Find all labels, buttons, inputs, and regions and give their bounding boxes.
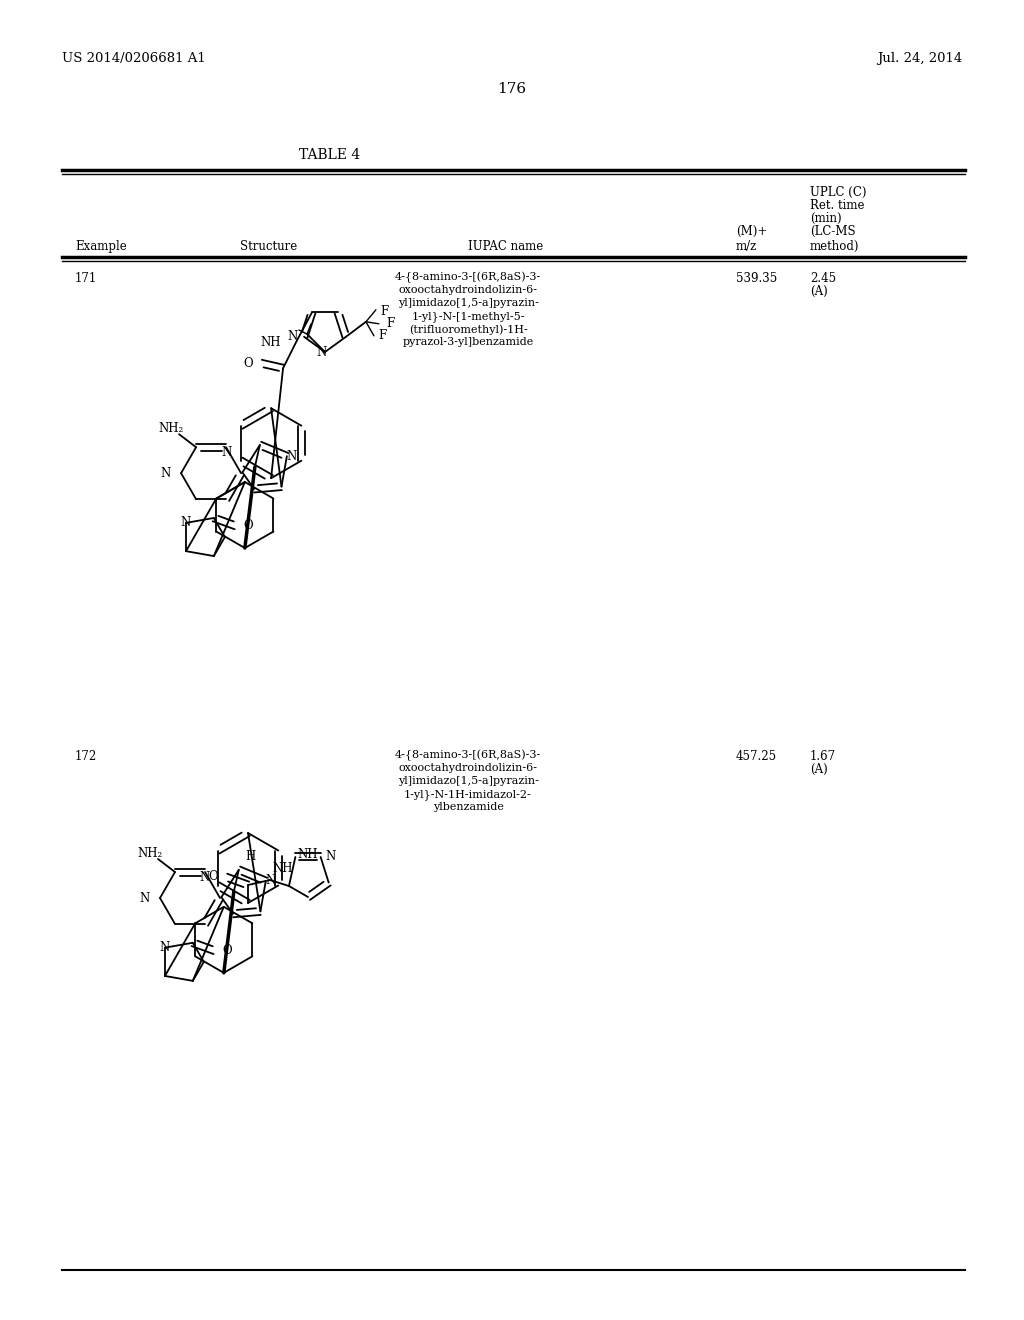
Text: NH: NH [260,335,281,348]
Text: NH: NH [297,849,317,862]
Text: 1-yl}-N-[1-methyl-5-: 1-yl}-N-[1-methyl-5- [412,312,524,322]
Text: F: F [380,305,388,318]
Text: (LC-MS: (LC-MS [810,224,856,238]
Text: N: N [139,891,150,904]
Text: TABLE 4: TABLE 4 [299,148,360,162]
Text: oxooctahydroindolizin-6-: oxooctahydroindolizin-6- [398,763,538,774]
Text: (A): (A) [810,763,827,776]
Text: N: N [161,467,171,479]
Text: Jul. 24, 2014: Jul. 24, 2014 [877,51,962,65]
Text: 2.45: 2.45 [810,272,837,285]
Text: 172: 172 [75,750,97,763]
Text: 1-yl}-N-1H-imidazol-2-: 1-yl}-N-1H-imidazol-2- [404,789,531,800]
Text: 176: 176 [498,82,526,96]
Text: 457.25: 457.25 [736,750,777,763]
Text: 1.67: 1.67 [810,750,837,763]
Text: O: O [208,870,218,883]
Text: F: F [378,329,386,342]
Text: F: F [386,317,394,330]
Text: Example: Example [75,240,127,253]
Text: pyrazol-3-yl]benzamide: pyrazol-3-yl]benzamide [402,337,534,347]
Text: NH₂: NH₂ [159,421,183,434]
Text: US 2014/0206681 A1: US 2014/0206681 A1 [62,51,206,65]
Text: 4-{8-amino-3-[(6R,8aS)-3-: 4-{8-amino-3-[(6R,8aS)-3- [395,750,541,762]
Text: N: N [200,870,210,883]
Text: H: H [245,850,255,863]
Text: 171: 171 [75,272,97,285]
Text: ylbenzamide: ylbenzamide [432,803,504,812]
Text: IUPAC name: IUPAC name [468,240,544,253]
Text: yl]imidazo[1,5-a]pyrazin-: yl]imidazo[1,5-a]pyrazin- [397,776,539,785]
Text: N: N [316,346,327,359]
Text: Structure: Structure [240,240,297,253]
Text: method): method) [810,240,859,253]
Text: UPLC (C): UPLC (C) [810,186,866,199]
Text: (M)+: (M)+ [736,224,767,238]
Text: NH: NH [272,862,293,874]
Text: (min): (min) [810,213,842,224]
Text: O: O [223,944,232,957]
Text: N: N [326,850,336,863]
Text: Ret. time: Ret. time [810,199,864,213]
Text: N: N [160,941,170,954]
Text: yl]imidazo[1,5-a]pyrazin-: yl]imidazo[1,5-a]pyrazin- [397,298,539,308]
Text: N: N [265,874,275,887]
Text: O: O [244,356,253,370]
Text: oxooctahydroindolizin-6-: oxooctahydroindolizin-6- [398,285,538,294]
Text: 4-{8-amino-3-[(6R,8aS)-3-: 4-{8-amino-3-[(6R,8aS)-3- [395,272,541,284]
Text: 539.35: 539.35 [736,272,777,285]
Text: (trifluoromethyl)-1H-: (trifluoromethyl)-1H- [409,323,527,334]
Text: N: N [181,516,191,529]
Text: (A): (A) [810,285,827,298]
Text: N: N [287,450,297,463]
Text: NH₂: NH₂ [137,846,163,859]
Text: N: N [221,446,231,459]
Text: N: N [288,330,298,343]
Text: O: O [244,520,254,532]
Text: m/z: m/z [736,240,758,253]
